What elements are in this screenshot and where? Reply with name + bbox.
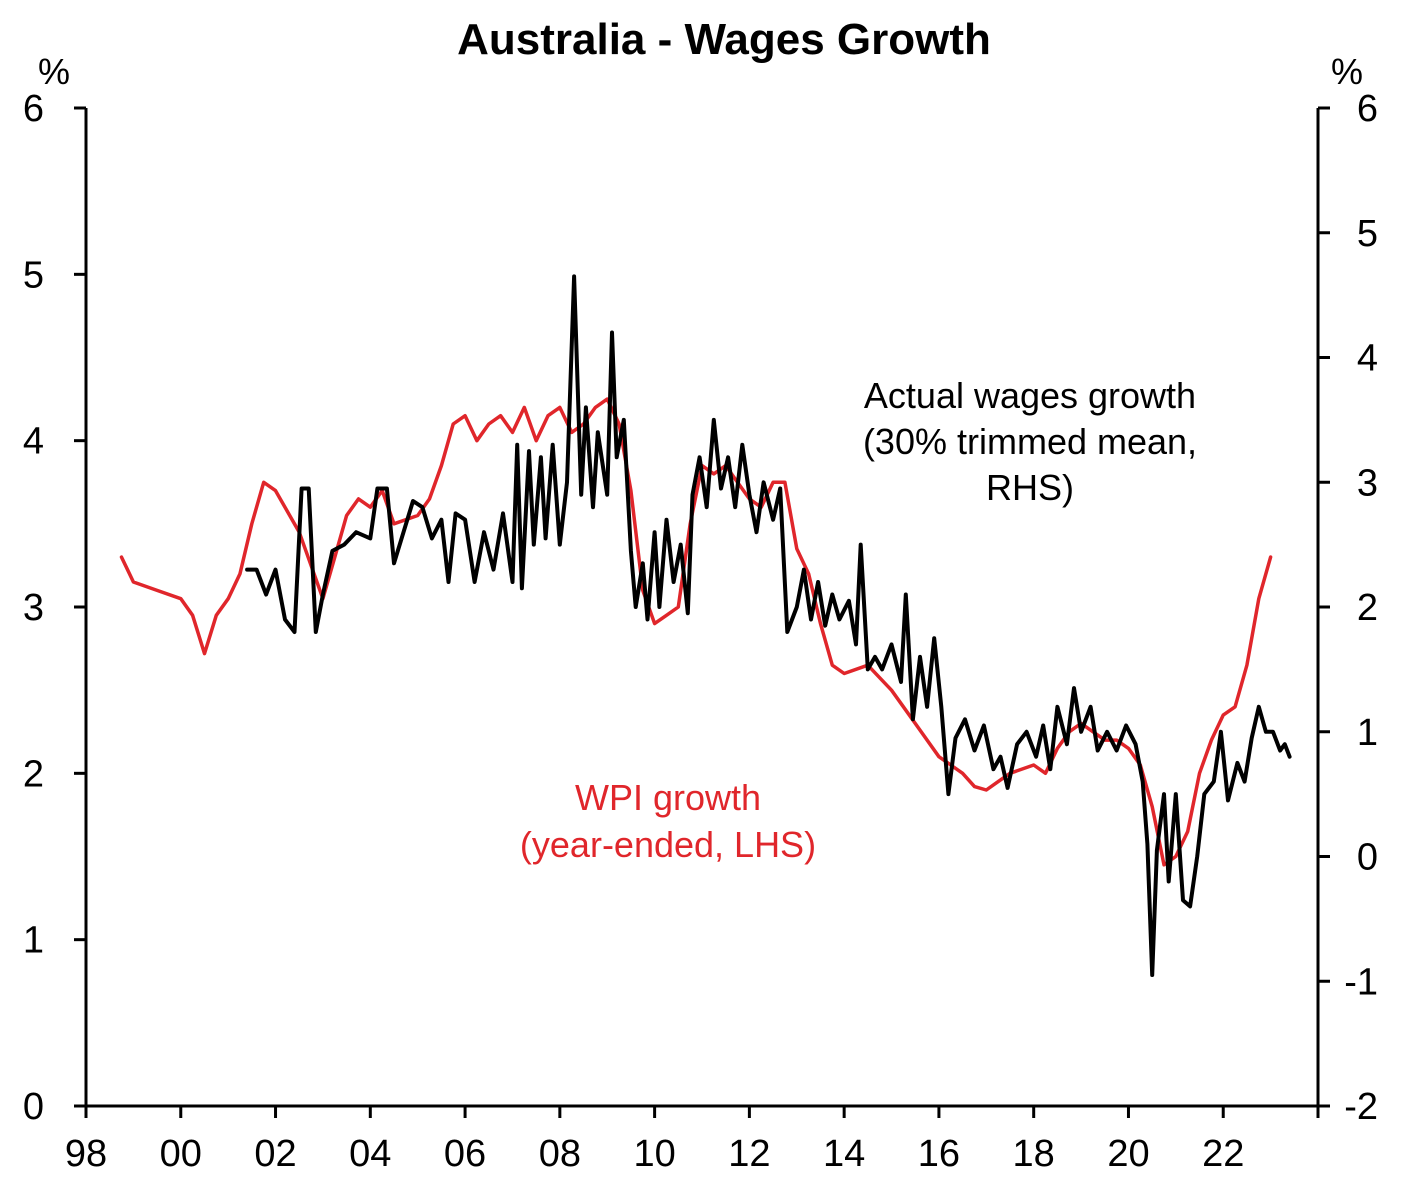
right-axis-tick-label: 0 <box>1357 837 1378 879</box>
x-axis-tick-label: 16 <box>918 1133 960 1175</box>
left-axis-tick-label: 6 <box>23 88 44 130</box>
right-axis-tick-label: -2 <box>1344 1086 1378 1128</box>
wpi-annotation: WPI growth (year-ended, LHS) <box>520 777 816 865</box>
x-axis-tick-label: 18 <box>1013 1133 1055 1175</box>
actual-annotation-line-2: (30% trimmed mean, <box>863 421 1197 462</box>
right-axis-tick-label: 3 <box>1357 462 1378 504</box>
series-lines <box>119 274 1292 977</box>
x-axis-tick-label: 98 <box>65 1133 107 1175</box>
left-axis-tick-label: 2 <box>23 753 44 795</box>
right-axis-tick-label: 6 <box>1357 88 1378 130</box>
chart-title: Australia - Wages Growth <box>457 15 991 64</box>
x-axis-tick-label: 14 <box>823 1133 865 1175</box>
right-axis-tick-label: 2 <box>1357 587 1378 629</box>
actual-wages-annotation: Actual wages growth (30% trimmed mean, R… <box>863 375 1197 508</box>
x-axis-tick-label: 06 <box>444 1133 486 1175</box>
actual-annotation-line-3: RHS) <box>986 467 1074 508</box>
right-axis-tick-label: 5 <box>1357 213 1378 255</box>
x-axis-tick-label: 12 <box>728 1133 770 1175</box>
right-axis-unit: % <box>1331 51 1363 92</box>
left-axis-tick-label: 4 <box>23 421 44 463</box>
right-axis-tick-label: 1 <box>1357 712 1378 754</box>
wpi-annotation-line-1: WPI growth <box>575 777 761 818</box>
left-axis-tick-label: 0 <box>23 1086 44 1128</box>
x-axis-tick-label: 02 <box>254 1133 296 1175</box>
x-axis-tick-label: 20 <box>1107 1133 1149 1175</box>
right-axis-tick-label: -1 <box>1344 961 1378 1003</box>
wpi-annotation-line-2: (year-ended, LHS) <box>520 824 816 865</box>
left-axis-unit: % <box>38 51 70 92</box>
x-axis-tick-label: 10 <box>633 1133 675 1175</box>
x-axis-tick-label: 22 <box>1202 1133 1244 1175</box>
right-axis-tick-label: 4 <box>1357 338 1378 380</box>
x-axis-tick-label: 04 <box>349 1133 391 1175</box>
axes <box>74 106 1330 1118</box>
x-axis-tick-label: 08 <box>539 1133 581 1175</box>
actual-wages-series-line <box>245 274 1292 977</box>
actual-annotation-line-1: Actual wages growth <box>864 375 1196 416</box>
left-axis-tick-label: 3 <box>23 587 44 629</box>
left-axis-tick-label: 5 <box>23 254 44 296</box>
left-axis-tick-label: 1 <box>23 920 44 962</box>
x-axis-tick-label: 00 <box>160 1133 202 1175</box>
